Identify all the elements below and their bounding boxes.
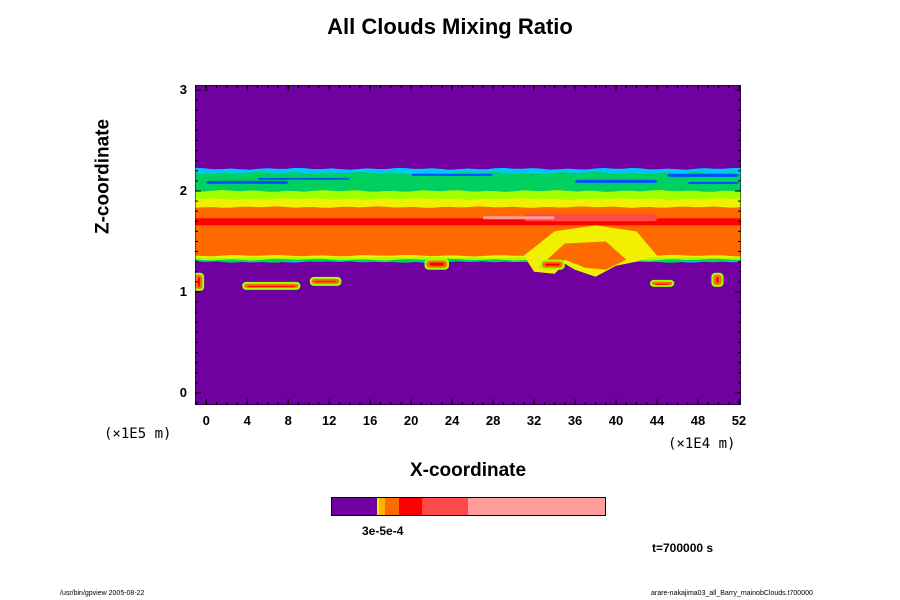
footer-right: arare-nakajima03_all_Barry_mainobClouds.… <box>651 590 813 597</box>
footer-left: /usr/bin/gpview 2005-08-22 <box>60 590 145 597</box>
colorbar <box>331 497 606 516</box>
x-tick-label: 40 <box>608 413 624 428</box>
x-tick-label: 36 <box>567 413 583 428</box>
x-tick-label: 28 <box>485 413 501 428</box>
axis-ticks <box>195 85 741 405</box>
blue-streak <box>206 180 289 184</box>
y-scale-label: (×1E5 m) <box>104 426 172 442</box>
cell-mid-1-center <box>545 263 560 266</box>
time-label: t=700000 s <box>652 541 714 555</box>
cell-low-2-center <box>314 280 337 282</box>
colorbar-swatch <box>399 497 422 516</box>
x-tick-label: 0 <box>202 413 210 428</box>
x-tick-label: 8 <box>284 413 292 428</box>
y-axis-label: Z-coordinate <box>92 118 114 234</box>
colorbar-swatch <box>379 497 385 516</box>
x-scale-label: (×1E4 m) <box>668 436 736 452</box>
y-tick-label: 1 <box>179 283 187 299</box>
x-tick-label: 52 <box>731 413 747 428</box>
x-tick-label: 48 <box>690 413 706 428</box>
colorbar-frame <box>331 497 606 516</box>
band-orange <box>195 206 741 257</box>
blue-streak <box>257 177 350 180</box>
y-tick-label: 0 <box>179 384 187 400</box>
x-tick-label: 16 <box>362 413 378 428</box>
chart-title: All Clouds Mixing Ratio <box>327 14 573 39</box>
plot-area <box>195 85 741 405</box>
x-axis-label: X-coordinate <box>409 460 527 481</box>
x-tick-label: 24 <box>444 413 460 428</box>
cell-edge-right-center <box>716 276 719 283</box>
x-tick-label: 20 <box>403 413 419 428</box>
colorbar-swatch <box>377 497 379 516</box>
colorbar-swatch <box>331 497 377 516</box>
blue-streak <box>667 173 739 177</box>
colorbar-swatch <box>385 497 399 516</box>
blue-streak <box>411 173 494 176</box>
colorbar-swatch <box>422 497 468 516</box>
blue-streak <box>687 181 739 184</box>
colorbar-swatch <box>468 497 606 516</box>
cell-edge-left-center <box>198 276 200 287</box>
colorbar-tick-label: 3e-5e-4 <box>362 524 404 538</box>
x-tick-label: 4 <box>243 413 251 428</box>
x-tick-label: 12 <box>321 413 337 428</box>
cell-low-1-center <box>247 285 296 287</box>
red-layer <box>195 218 741 226</box>
x-tick-label: 32 <box>526 413 542 428</box>
salmon-patch <box>523 214 657 222</box>
pink-patch <box>482 216 555 220</box>
cell-mid-2-center <box>429 262 444 266</box>
y-tick-label: 2 <box>179 182 187 198</box>
x-tick-label: 44 <box>649 413 665 428</box>
y-tick-label: 3 <box>179 82 187 98</box>
blue-streak <box>575 179 657 183</box>
cell-low-3-center <box>654 283 670 285</box>
cloud-field <box>195 167 741 291</box>
